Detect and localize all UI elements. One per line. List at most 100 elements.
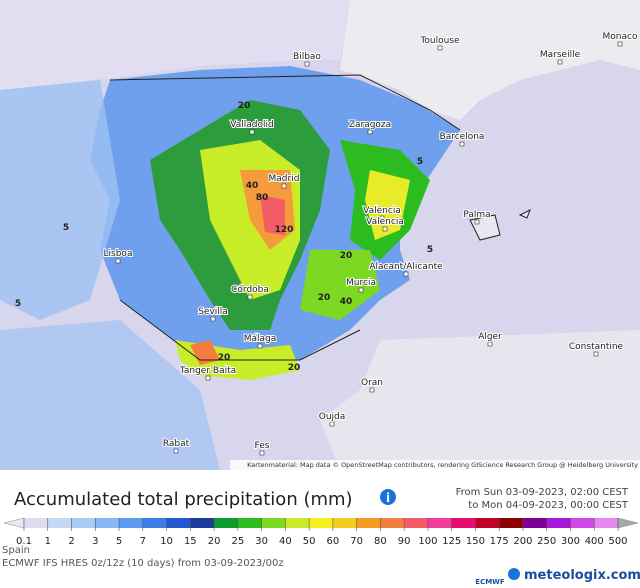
city-label: Fes	[255, 441, 270, 451]
city-dot	[304, 61, 310, 67]
contour-label: 20	[318, 293, 331, 303]
legend-label: 80	[374, 536, 387, 547]
legend-swatch	[24, 518, 48, 528]
legend-arrow-right	[617, 517, 639, 529]
legend-arrow-left	[3, 517, 25, 529]
sea-rain	[0, 320, 220, 470]
city-label: Alger	[478, 332, 502, 342]
legend-swatch	[451, 518, 476, 528]
info-i[interactable]: i	[386, 491, 390, 505]
france	[340, 0, 640, 120]
north-sea	[0, 0, 350, 90]
legend-label: 0.1	[16, 536, 32, 547]
city-dot	[379, 215, 385, 221]
city-label: Palma	[463, 210, 490, 220]
city-label: Barcelona	[440, 132, 485, 142]
attribution-bg	[230, 460, 640, 470]
brand: meteologix.com	[524, 568, 640, 583]
legend-label: 150	[466, 536, 485, 547]
info-icon[interactable]: i	[380, 489, 396, 505]
city-label: València	[363, 205, 401, 216]
city-label: Oujda	[319, 412, 346, 422]
legend-label: 3	[92, 536, 98, 547]
legend-label: 250	[537, 536, 556, 547]
legend-swatch	[546, 518, 571, 528]
legend-swatch	[261, 518, 286, 528]
contour-label: 80	[256, 193, 269, 203]
contour-label: 120	[275, 225, 294, 235]
city-dot	[367, 129, 373, 135]
legend-label: 15	[184, 536, 197, 547]
contour-label: 5	[417, 157, 423, 167]
city-dot	[403, 271, 409, 277]
legend-label: 60	[327, 536, 340, 547]
legend-swatch	[380, 518, 405, 528]
legend-swatch	[475, 518, 500, 528]
ecmwf-logo: ECMWF	[475, 578, 505, 586]
legend-label: 50	[303, 536, 316, 547]
city-dot	[249, 129, 255, 135]
legend-label: 10	[160, 536, 173, 547]
contour-label: 40	[340, 297, 353, 307]
city-dot	[115, 258, 121, 264]
city-dot	[210, 316, 216, 322]
islands	[469, 208, 531, 241]
contour-label: 20	[218, 353, 231, 363]
city-label: Oran	[361, 378, 383, 388]
city-dot	[173, 448, 179, 454]
city-dot	[247, 294, 253, 300]
legend-swatch	[166, 518, 191, 528]
legend-label: 500	[608, 536, 627, 547]
city-dot	[369, 387, 375, 393]
city-label: Marseille	[540, 50, 581, 60]
africa	[320, 330, 640, 470]
rain-red	[260, 195, 285, 235]
legend-label: 2	[68, 536, 74, 547]
map: Kartenmaterial: Map data © OpenStreetMap…	[0, 0, 640, 470]
legend-swatch	[309, 518, 333, 528]
city-label: Tanger Baita	[179, 366, 236, 376]
contour-label: 20	[288, 363, 301, 373]
city-label: Toulouse	[419, 36, 460, 46]
city-label: Sevilla	[198, 307, 228, 317]
legend-label: 30	[255, 536, 268, 547]
legend-swatch	[47, 518, 72, 528]
legend-label: 20	[208, 536, 221, 547]
legend-swatch	[499, 518, 523, 528]
legend-swatch	[522, 518, 547, 528]
city-dot	[205, 375, 211, 381]
city-label: Córdoba	[231, 284, 269, 295]
contour-label: 5	[63, 223, 69, 233]
legend-label: 100	[418, 536, 437, 547]
contour-label: 40	[246, 181, 259, 191]
legend-label: 7	[140, 536, 146, 547]
city-label: Lisboa	[104, 249, 133, 259]
city-label: Valladolid	[230, 120, 273, 130]
city-label: Bilbao	[293, 52, 321, 62]
city-label: Rabat	[163, 439, 190, 449]
model-info: ECMWF IFS HRES 0z/12z (10 days) from 03-…	[2, 558, 284, 569]
legend-label: 125	[442, 536, 461, 547]
legend-swatch	[190, 518, 215, 528]
legend-swatch	[214, 518, 238, 528]
legend-swatch	[285, 518, 310, 528]
rain-green	[300, 250, 380, 320]
time-from: From Sun 03-09-2023, 02:00 CEST	[456, 487, 629, 498]
contour-label: 5	[427, 245, 433, 255]
legend-label: 1	[45, 536, 51, 547]
sea-rain	[0, 80, 120, 320]
legend-swatch	[404, 518, 428, 528]
legend-label: 90	[398, 536, 411, 547]
city-dot	[281, 183, 287, 189]
info-circle[interactable]	[380, 489, 396, 505]
city-dot	[358, 287, 364, 293]
rain-orange	[190, 340, 220, 365]
legend-swatch	[142, 518, 167, 528]
contour-label: 20	[238, 101, 251, 111]
legend-label: 5	[116, 536, 122, 547]
city-dot	[617, 41, 623, 47]
title: Accumulated total precipitation (mm)	[14, 489, 353, 510]
legend-swatch	[237, 518, 262, 528]
legend-label: 175	[490, 536, 509, 547]
